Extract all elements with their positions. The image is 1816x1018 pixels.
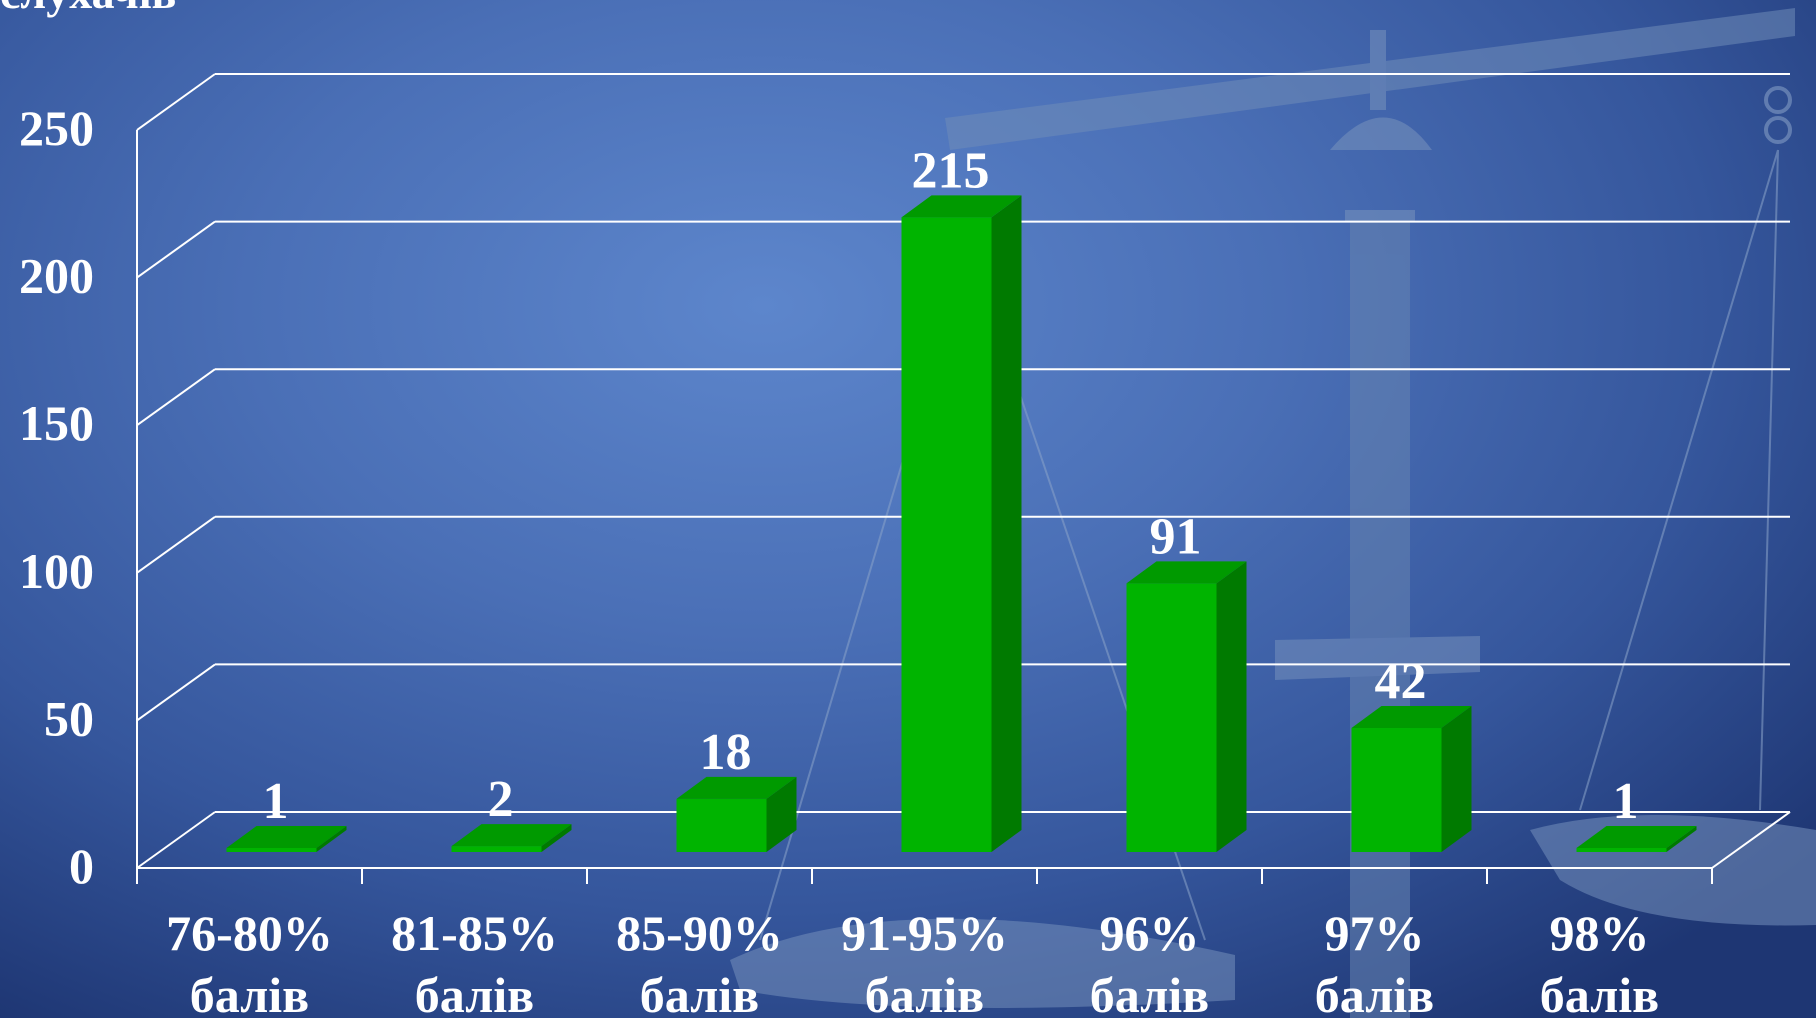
bar-top (1126, 561, 1247, 584)
bar-side (541, 824, 572, 852)
bar-top (676, 776, 797, 799)
y-tick-label: 250 (19, 100, 94, 156)
x-tick-label: 97% балів (1315, 905, 1434, 1018)
bar (451, 846, 542, 852)
x-tick-label-line: 81-85% (391, 905, 558, 961)
data-label: 18 (700, 724, 752, 781)
x-tick-label-line: балів (640, 967, 759, 1018)
gridline-diagonal (136, 811, 216, 869)
x-tick-label: 76-80% балів (166, 905, 333, 1018)
bar (1126, 583, 1217, 852)
chart-title: слухачів (0, 0, 176, 19)
x-tick-label-line: 96% (1100, 905, 1200, 961)
bar-top (451, 824, 572, 847)
x-tick-label-line: 97% (1325, 905, 1425, 961)
y-tick-label: 100 (19, 543, 94, 599)
x-tick-label-line: балів (1540, 967, 1659, 1018)
data-label: 215 (912, 142, 990, 199)
bar-top (1351, 706, 1472, 729)
data-label: 91 (1150, 508, 1202, 565)
x-tick-label-line: балів (1315, 967, 1434, 1018)
bar-top (901, 195, 1022, 218)
x-tick-label-line: балів (1090, 967, 1209, 1018)
x-tick-label: 81-85% балів (391, 905, 558, 1018)
x-tick-label-line: 76-80% (166, 905, 333, 961)
gridline-diagonal (136, 515, 216, 574)
floor-right-edge (1711, 811, 1791, 869)
bar (676, 798, 767, 852)
data-label: 2 (488, 771, 514, 828)
x-tick-label: 96% балів (1090, 905, 1209, 1018)
bar (1351, 728, 1442, 852)
x-tick-label-line: балів (190, 967, 309, 1018)
bar-side (1216, 561, 1247, 852)
x-tick-label-line: балів (415, 967, 534, 1018)
bar (226, 848, 317, 852)
data-label: 1 (1613, 773, 1639, 830)
scales-icon (730, 8, 1816, 1018)
x-tick-label: 98% балів (1540, 905, 1659, 1018)
gridline-diagonal (136, 368, 216, 427)
gridline-diagonal (136, 220, 216, 279)
bar (901, 217, 992, 852)
bar (1576, 848, 1667, 852)
x-tick-label: 91-95% балів (841, 905, 1008, 1018)
bar-side (991, 195, 1022, 852)
y-tick-label: 150 (19, 395, 94, 451)
y-tick-label: 50 (44, 690, 94, 746)
x-tick-label-line: 91-95% (841, 905, 1008, 961)
bar-side (766, 776, 797, 852)
x-tick-label-line: 98% (1550, 905, 1650, 961)
x-tick-label-line: 85-90% (616, 905, 783, 961)
bar-side (1441, 706, 1472, 852)
bar-side (316, 826, 347, 852)
gridline-diagonal (136, 73, 216, 131)
data-label: 42 (1375, 653, 1427, 710)
x-tick-label-line: балів (865, 967, 984, 1018)
y-tick-label: 0 (69, 838, 94, 894)
data-label: 1 (263, 773, 289, 830)
bar-top (1576, 826, 1697, 848)
y-tick-label: 200 (19, 248, 94, 304)
bar-side (1666, 826, 1697, 852)
x-tick-label: 85-90% балів (616, 905, 783, 1018)
gridline-diagonal (136, 663, 216, 722)
bar-top (226, 826, 347, 848)
